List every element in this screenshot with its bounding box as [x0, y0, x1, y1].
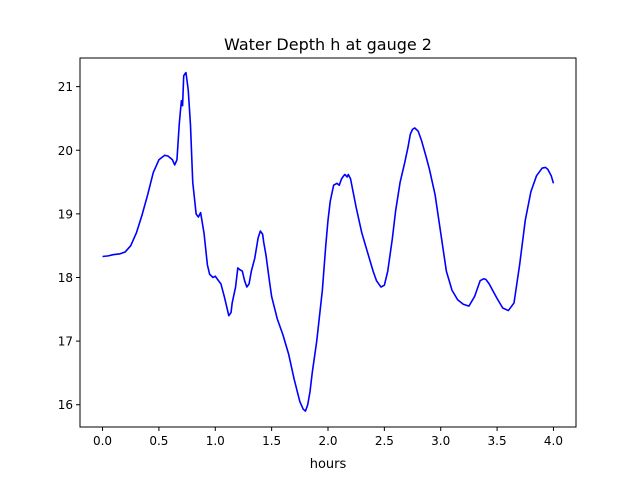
x-tick-label: 1.0 — [206, 434, 225, 448]
x-tick-label: 2.5 — [375, 434, 394, 448]
x-tick-label: 0.0 — [93, 434, 112, 448]
x-axis-label: hours — [310, 457, 347, 472]
ticks-layer: 0.0 0.5 1.0 1.5 2.0 2.5 3.0 3.5 4.0 16 17 18 19 20 21 — [58, 80, 563, 448]
x-tick-label: 4.0 — [544, 434, 563, 448]
series-line-0 — [102, 71, 555, 412]
x-tick-label: 1.5 — [262, 434, 281, 448]
x-tick-label: 3.5 — [488, 434, 507, 448]
x-tick-label: 2.0 — [318, 434, 337, 448]
y-tick-label: 20 — [58, 144, 73, 158]
axes-frame — [79, 57, 577, 428]
plot-layer — [102, 71, 555, 412]
chart-title: Water Depth h at gauge 2 — [224, 35, 432, 54]
x-tick-label: 0.5 — [149, 434, 168, 448]
y-tick-label: 16 — [58, 398, 73, 412]
x-tick-label: 3.0 — [431, 434, 450, 448]
y-tick-label: 17 — [58, 335, 73, 349]
y-tick-label: 19 — [58, 207, 73, 221]
y-tick-label: 21 — [58, 80, 73, 94]
y-tick-label: 18 — [58, 271, 73, 285]
